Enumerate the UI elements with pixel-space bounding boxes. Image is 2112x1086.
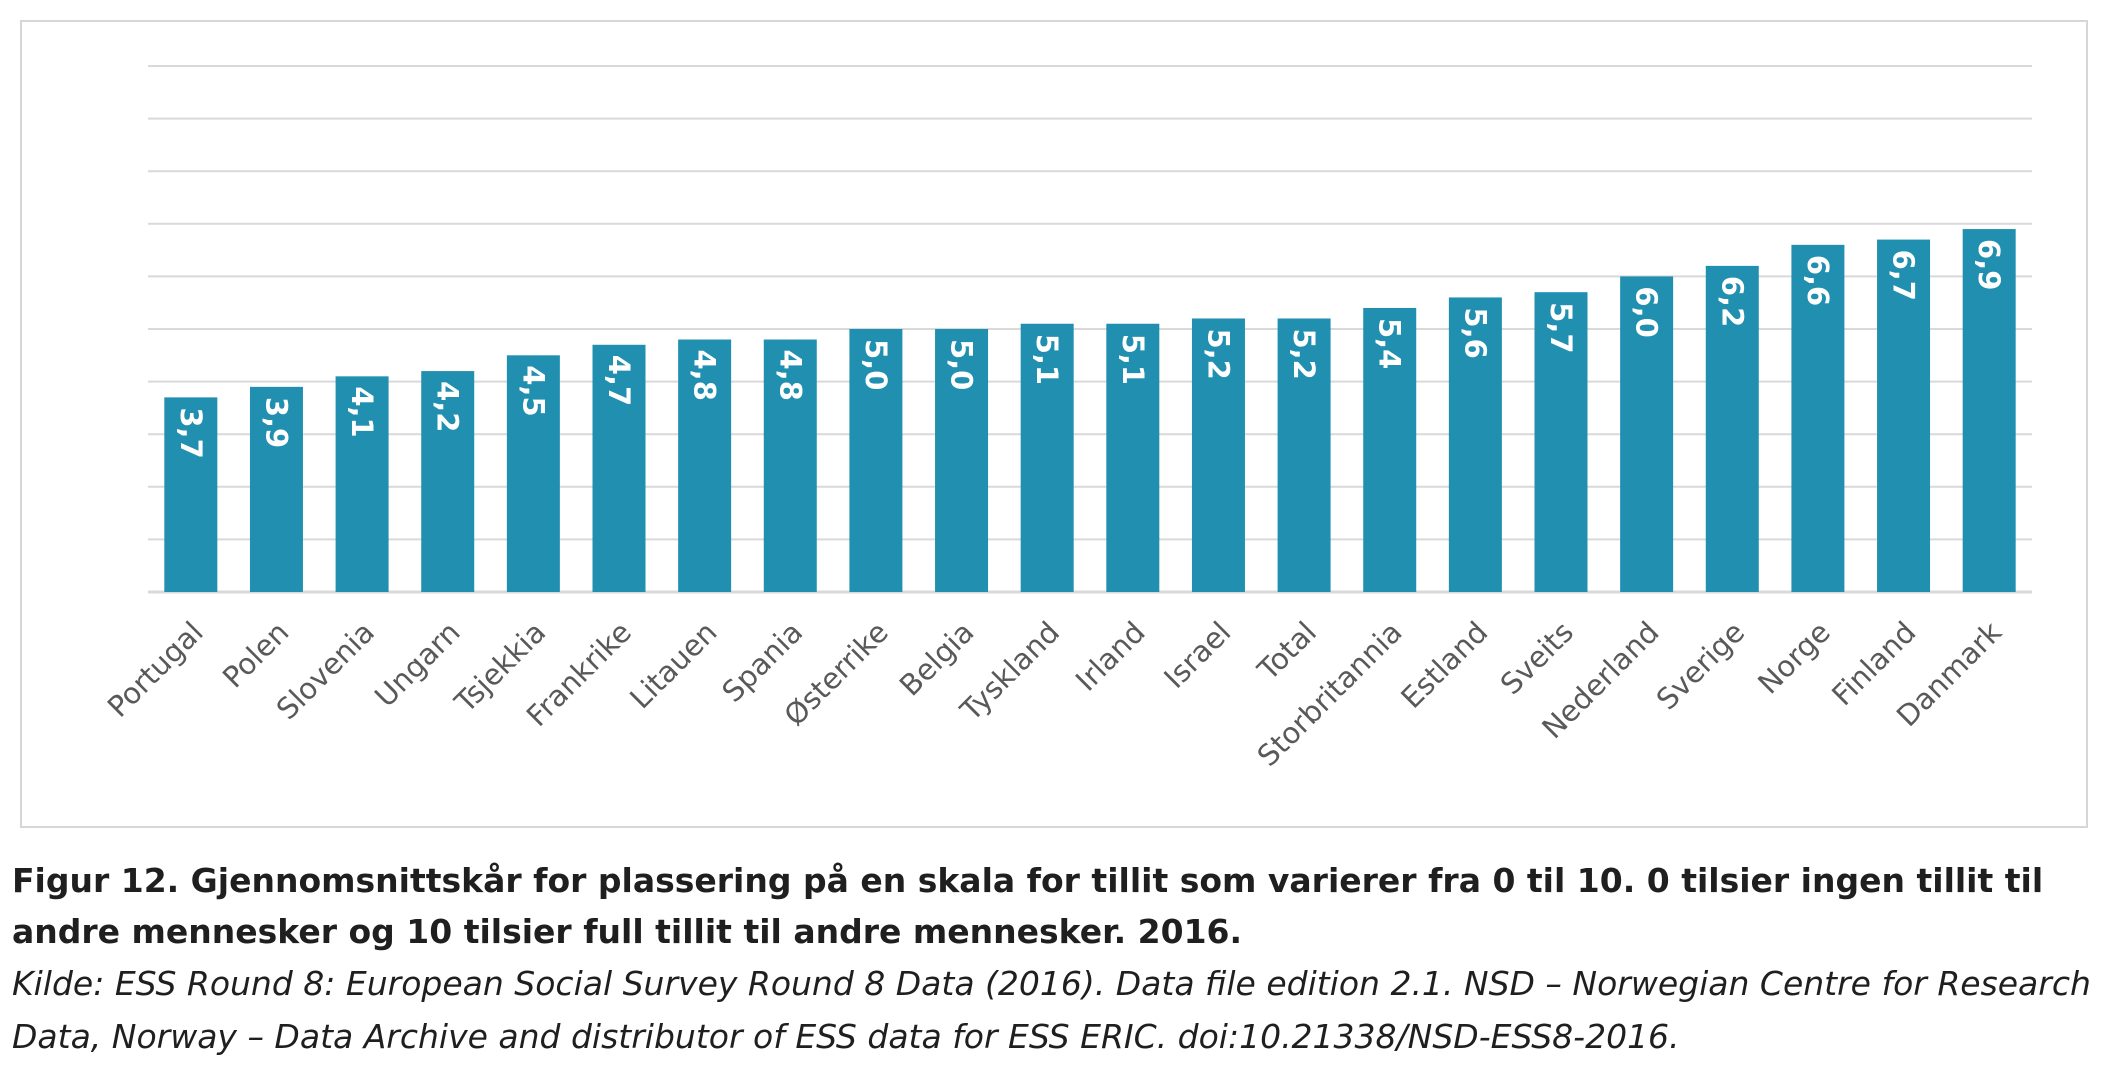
x-tick-label: Israel (1157, 615, 1237, 695)
data-label: 5,0 (945, 339, 979, 390)
data-label: 4,1 (345, 386, 379, 437)
x-tick-label: Portugal (101, 615, 210, 724)
x-tick-label: Polen (216, 615, 296, 695)
bar-norge (1791, 244, 1845, 592)
data-label: 4,5 (516, 365, 550, 416)
data-label: 5,7 (1544, 302, 1578, 353)
data-label: 6,6 (1801, 255, 1835, 306)
bar-total (1277, 318, 1331, 592)
x-tick-label: Total (1250, 615, 1323, 688)
bar-slovenia (335, 376, 389, 592)
x-tick-label: Litauen (623, 615, 723, 715)
data-label: 6,0 (1630, 286, 1664, 337)
bar-israel (1191, 318, 1245, 592)
x-tick-label: Sverige (1650, 615, 1752, 717)
data-label: 6,9 (1972, 239, 2006, 290)
caption-source: Kilde: ESS Round 8: European Social Surv… (12, 964, 2091, 1056)
data-label: 5,1 (1030, 334, 1064, 385)
data-label: 4,2 (431, 381, 465, 432)
data-label: 5,0 (859, 339, 893, 390)
bar-storbritannia (1363, 307, 1417, 592)
bar-polen (249, 386, 303, 592)
bar-finland (1877, 239, 1931, 592)
data-label: 3,9 (259, 397, 293, 448)
caption-title: Figur 12. Gjennomsnittskår for plasserin… (12, 861, 2044, 951)
data-label: 5,2 (1201, 328, 1235, 379)
x-tick-label: Estland (1394, 615, 1494, 715)
bar-irland (1106, 323, 1160, 592)
bar-ungarn (421, 371, 475, 592)
bar-portugal (164, 397, 218, 592)
figure-caption: Figur 12. Gjennomsnittskår for plasserin… (12, 855, 2102, 1063)
data-label: 3,7 (174, 407, 208, 458)
data-label: 4,8 (773, 350, 807, 401)
data-label: 5,6 (1458, 307, 1492, 358)
bar-frankrike (592, 344, 646, 592)
data-label: 5,2 (1287, 328, 1321, 379)
data-label: 4,8 (688, 350, 722, 401)
bar-nederland (1620, 276, 1674, 592)
data-label: 4,7 (602, 355, 636, 406)
data-label: 6,2 (1715, 276, 1749, 327)
data-label: 5,4 (1373, 318, 1407, 369)
x-tick-label: Norge (1751, 615, 1837, 701)
bar-østerrike (849, 329, 903, 592)
bar-spania (763, 339, 817, 592)
data-labels: 3,7 3,9 4,1 4,2 4,5 4,7 4,8 4,8 5,0 5,0 5,1 5,1 5,2 5… (174, 239, 2006, 459)
bar-litauen (678, 339, 732, 592)
x-tick-label: Irland (1069, 615, 1152, 698)
bar-estland (1448, 297, 1502, 592)
chart-frame: 3,7 3,9 4,1 4,2 4,5 4,7 4,8 4,8 5,0 5,0 5,1 5,1 5,2 5… (20, 20, 2088, 828)
bar-chart: 3,7 3,9 4,1 4,2 4,5 4,7 4,8 4,8 5,0 5,0 5,1 5,1 5,2 5… (101, 65, 2032, 773)
bar-sverige (1705, 265, 1759, 592)
data-label: 6,7 (1887, 250, 1921, 301)
bar-belgia (935, 329, 989, 592)
bars (164, 229, 2016, 592)
bar-tyskland (1020, 323, 1074, 592)
data-label: 5,1 (1116, 334, 1150, 385)
bar-sveits (1534, 292, 1588, 592)
x-axis-labels: Portugal PolenSloveniaUngarnTsjekkiaFrank… (101, 615, 2008, 773)
bar-danmark (1962, 229, 2016, 592)
bar-tsjekkia (506, 355, 560, 592)
